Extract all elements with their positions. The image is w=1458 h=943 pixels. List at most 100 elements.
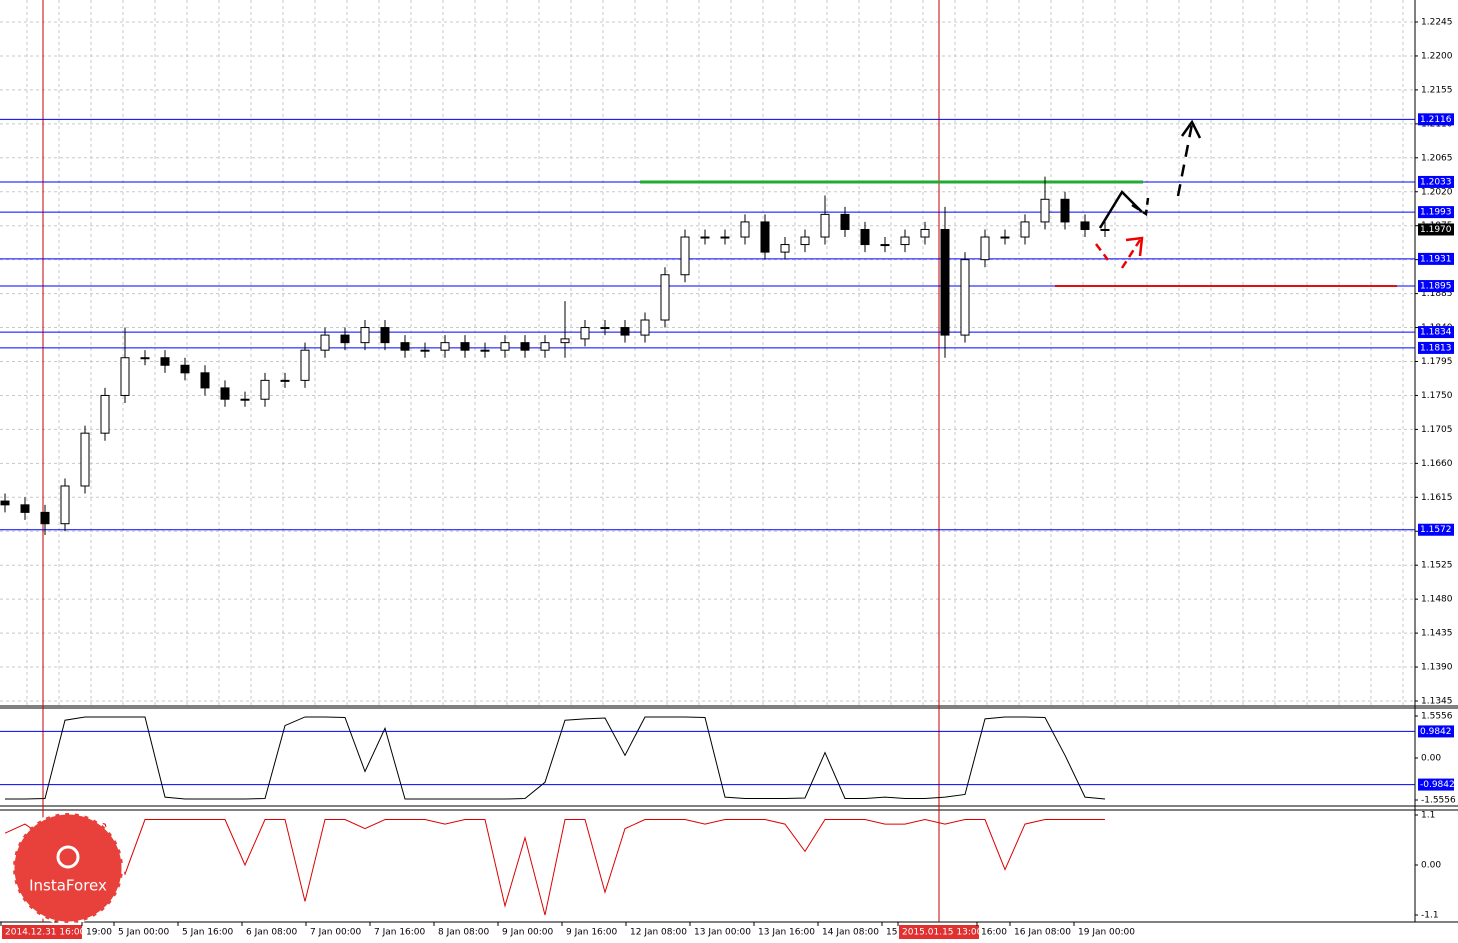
level-label-bg bbox=[1418, 280, 1454, 293]
candle-body bbox=[820, 213, 830, 238]
candle-body bbox=[140, 357, 150, 360]
level-label-bg bbox=[1418, 223, 1454, 236]
y-tick-label: 1.1615 bbox=[1421, 493, 1453, 503]
level-label: 1.1834 bbox=[1420, 328, 1452, 338]
candle-body bbox=[980, 236, 990, 261]
level-label: 1.2033 bbox=[1420, 177, 1452, 187]
x-tick-label: 13 Jan 16:00 bbox=[758, 928, 815, 938]
x-tick-label: 12 Jan 08:00 bbox=[630, 928, 687, 938]
level-label-bg bbox=[1418, 113, 1454, 126]
candle-body bbox=[900, 236, 910, 246]
y-tick-label: 0.00 bbox=[1421, 754, 1441, 764]
level-label-bg bbox=[1418, 206, 1454, 219]
candle-body bbox=[420, 349, 430, 352]
x-tick-label: 7 Jan 16:00 bbox=[374, 928, 426, 938]
arrow bbox=[1180, 119, 1202, 139]
candle-body bbox=[940, 228, 950, 336]
candle-body bbox=[540, 342, 550, 351]
y-tick-label: 1.1435 bbox=[1421, 629, 1453, 639]
y-tick-label: -1.5556 bbox=[1421, 796, 1456, 806]
x-label-bg bbox=[899, 925, 979, 939]
x-tick-label: 15 bbox=[886, 928, 897, 938]
y-tick-label: 0.00 bbox=[1421, 861, 1441, 871]
level-label: 1.1813 bbox=[1420, 343, 1452, 353]
plot bbox=[0, 118, 1415, 916]
y-tick-label: 1.1525 bbox=[1421, 561, 1453, 571]
x-tick-label: 13 Jan 00:00 bbox=[694, 928, 751, 938]
candle-body bbox=[700, 236, 710, 239]
level-label-bg bbox=[1418, 252, 1454, 265]
candle-body bbox=[860, 228, 870, 246]
y-tick-label: 1.2020 bbox=[1421, 187, 1453, 197]
candle-body bbox=[580, 327, 590, 340]
y-tick-label: 1.1 bbox=[1421, 811, 1435, 821]
indicator-line bbox=[5, 716, 1106, 800]
candle-body bbox=[360, 327, 370, 344]
level-label-bg bbox=[1418, 725, 1454, 738]
x-tick-label: 14 Jan 08:00 bbox=[822, 928, 879, 938]
logo-text: InstaForex bbox=[29, 877, 107, 895]
candle-body bbox=[100, 394, 110, 434]
arrow bbox=[1131, 197, 1150, 217]
x-tick-label: 8 Jan 08:00 bbox=[438, 928, 490, 938]
candle-body bbox=[1100, 228, 1110, 231]
x-tick-label: 16:00 bbox=[981, 928, 1007, 938]
candle-body bbox=[260, 379, 270, 400]
candle-body bbox=[560, 338, 570, 344]
forecast-arrows bbox=[1095, 119, 1202, 269]
candle-body bbox=[340, 334, 350, 344]
level-label-bg bbox=[1418, 778, 1454, 791]
logo-icon bbox=[56, 845, 80, 869]
level-label: 1.1993 bbox=[1420, 208, 1452, 218]
level-label: 0.9842 bbox=[1420, 727, 1452, 737]
candle-body bbox=[280, 379, 290, 382]
x-tick-label: 5 Jan 00:00 bbox=[118, 928, 170, 938]
x-tick-label: 19:00 bbox=[86, 928, 112, 938]
y-tick-label: 1.2155 bbox=[1421, 85, 1453, 95]
candle-body bbox=[20, 504, 30, 513]
y-tick-label: 1.2065 bbox=[1421, 153, 1453, 163]
y-tick-label: 1.1750 bbox=[1421, 391, 1453, 401]
axes: 1.13451.13901.14351.14801.15251.15701.16… bbox=[0, 18, 1456, 939]
candle-body bbox=[600, 327, 610, 330]
x-label-bg bbox=[2, 925, 82, 939]
arrow bbox=[1120, 239, 1142, 269]
candle-body bbox=[440, 342, 450, 351]
candle-body bbox=[800, 236, 810, 246]
x-tick-label: 2015.01.15 13:00 bbox=[902, 928, 983, 938]
indicator-line bbox=[4, 819, 1105, 916]
y-tick-label: 1.1885 bbox=[1421, 289, 1453, 299]
level-label: 1.1970 bbox=[1420, 225, 1452, 235]
level-label: 1.2116 bbox=[1420, 115, 1452, 125]
candle-body bbox=[40, 511, 50, 525]
candle-body bbox=[1080, 221, 1090, 230]
candle-body bbox=[120, 357, 130, 396]
candle-body bbox=[160, 357, 170, 366]
x-tick-label: 6 Jan 08:00 bbox=[246, 928, 298, 938]
candle-body bbox=[1000, 236, 1010, 239]
candle-body bbox=[720, 236, 730, 239]
candle-body bbox=[840, 213, 850, 230]
candle-body bbox=[500, 342, 510, 351]
candle-body bbox=[400, 342, 410, 351]
logo: InstaForex bbox=[11, 811, 125, 925]
level-label-bg bbox=[1418, 341, 1454, 354]
arrow bbox=[1125, 236, 1144, 257]
candle-body bbox=[660, 274, 670, 321]
grid bbox=[0, 0, 1415, 706]
candle-body bbox=[780, 244, 790, 253]
candle-body bbox=[960, 259, 970, 336]
x-tick-label: 7 Jan 00:00 bbox=[310, 928, 362, 938]
candle-body bbox=[480, 349, 490, 352]
candle-body bbox=[520, 342, 530, 351]
arrow bbox=[1176, 123, 1194, 197]
y-tick-label: 1.2200 bbox=[1421, 51, 1453, 61]
candle-body bbox=[1020, 221, 1030, 238]
level-label-bg bbox=[1418, 326, 1454, 339]
candle-body bbox=[320, 334, 330, 351]
y-tick-label: 1.1390 bbox=[1421, 663, 1453, 673]
x-tick-label: 5 Jan 16:00 bbox=[182, 928, 234, 938]
candle-body bbox=[680, 236, 690, 276]
